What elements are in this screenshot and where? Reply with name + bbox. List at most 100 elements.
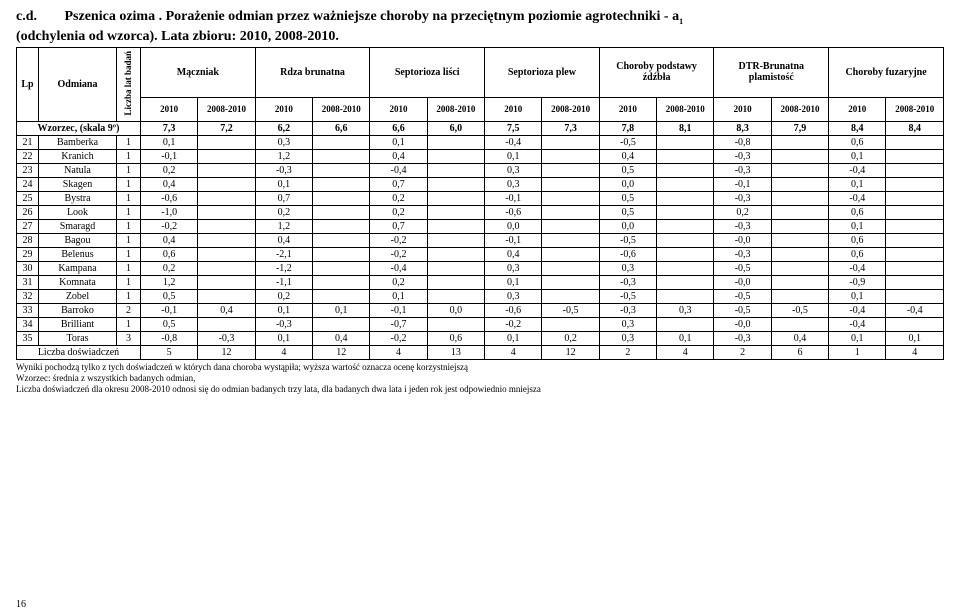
- cell-val-4: 0,1: [370, 136, 427, 150]
- footer-label: Liczba doświadczeń: [17, 346, 141, 360]
- cell-val-3: [313, 290, 370, 304]
- cell-lp: 25: [17, 192, 39, 206]
- wzorzec-val-4: 6,6: [370, 122, 427, 136]
- cell-val-7: [542, 164, 599, 178]
- cell-val-6: 0,1: [485, 276, 542, 290]
- cell-val-0: -0,1: [141, 150, 198, 164]
- cell-lat: 3: [117, 332, 141, 346]
- cell-val-2: 0,4: [255, 234, 312, 248]
- cell-val-4: -0,7: [370, 318, 427, 332]
- wzorzec-val-9: 8,1: [657, 122, 714, 136]
- cell-val-2: 1,2: [255, 150, 312, 164]
- header-group-2: Septorioza liści: [370, 47, 485, 97]
- cell-odmiana: Brilliant: [39, 318, 117, 332]
- cell-val-3: [313, 150, 370, 164]
- cell-val-3: [313, 178, 370, 192]
- cell-val-4: -0,1: [370, 304, 427, 318]
- cell-val-12: -0,4: [829, 164, 886, 178]
- cell-val-0: 0,1: [141, 136, 198, 150]
- cell-val-12: -0,4: [829, 262, 886, 276]
- cell-val-4: 0,7: [370, 220, 427, 234]
- cell-lat: 1: [117, 290, 141, 304]
- cell-val-7: [542, 206, 599, 220]
- header-group-6: Choroby fuzaryjne: [829, 47, 944, 97]
- subscript-1: 1: [679, 17, 683, 26]
- footer-val-8: 2: [599, 346, 656, 360]
- cell-val-13: [886, 234, 944, 248]
- footer-val-5: 13: [427, 346, 484, 360]
- cell-val-10: -0,0: [714, 318, 771, 332]
- cell-val-3: [313, 318, 370, 332]
- cell-lp: 34: [17, 318, 39, 332]
- cell-lp: 23: [17, 164, 39, 178]
- table-row: 29Belenus10,6-2,1-0,20,4-0,6-0,30,6: [17, 248, 944, 262]
- cell-odmiana: Toras: [39, 332, 117, 346]
- cell-val-5: 0,0: [427, 304, 484, 318]
- year-a-1: 2010: [255, 97, 312, 122]
- cell-val-8: 0,5: [599, 206, 656, 220]
- cell-val-13: [886, 276, 944, 290]
- cell-val-10: -0,5: [714, 262, 771, 276]
- year-b-0: 2008-2010: [198, 97, 255, 122]
- cell-val-9: [657, 150, 714, 164]
- cell-val-11: [771, 262, 828, 276]
- cell-val-11: [771, 248, 828, 262]
- footnote-line: Wzorzec: średnia z wszystkich badanych o…: [16, 373, 944, 384]
- table-row: 27Smaragd1-0,21,20,70,00,0-0,30,1: [17, 220, 944, 234]
- cell-val-10: -0,3: [714, 150, 771, 164]
- cell-odmiana: Bystra: [39, 192, 117, 206]
- cell-val-7: [542, 234, 599, 248]
- cell-val-7: [542, 178, 599, 192]
- cell-val-13: [886, 220, 944, 234]
- table-row: 33Barroko2-0,10,40,10,1-0,10,0-0,6-0,5-0…: [17, 304, 944, 318]
- year-a-4: 2010: [599, 97, 656, 122]
- cell-val-6: -0,2: [485, 318, 542, 332]
- data-table: Lp Odmiana Liczba lat badań Mączniak Rdz…: [16, 47, 944, 361]
- cell-odmiana: Zobel: [39, 290, 117, 304]
- cell-val-11: [771, 192, 828, 206]
- cell-val-12: 0,6: [829, 206, 886, 220]
- title-line1: c.d. Pszenica ozima . Porażenie odmian p…: [16, 8, 944, 27]
- cell-val-2: -0,3: [255, 164, 312, 178]
- cell-val-5: [427, 150, 484, 164]
- cell-val-2: 0,2: [255, 290, 312, 304]
- footer-val-12: 1: [829, 346, 886, 360]
- cell-val-0: -0,1: [141, 304, 198, 318]
- cell-val-12: -0,4: [829, 304, 886, 318]
- cell-val-10: -0,3: [714, 332, 771, 346]
- cell-val-11: [771, 234, 828, 248]
- cell-val-6: -0,1: [485, 192, 542, 206]
- cell-val-12: -0,9: [829, 276, 886, 290]
- cell-val-6: 0,3: [485, 178, 542, 192]
- footer-val-1: 12: [198, 346, 255, 360]
- cell-lp: 21: [17, 136, 39, 150]
- wzorzec-label: Wzorzec, (skala 9º): [17, 122, 141, 136]
- cell-val-0: 0,5: [141, 290, 198, 304]
- cell-val-1: [198, 164, 255, 178]
- cell-val-3: [313, 262, 370, 276]
- footnotes: Wyniki pochodzą tylko z tych doświadczeń…: [16, 362, 944, 394]
- cell-odmiana: Bagou: [39, 234, 117, 248]
- cell-val-3: [313, 136, 370, 150]
- cell-val-3: [313, 206, 370, 220]
- cell-val-11: [771, 276, 828, 290]
- cell-lp: 26: [17, 206, 39, 220]
- wzorzec-val-6: 7,5: [485, 122, 542, 136]
- cell-val-3: 0,4: [313, 332, 370, 346]
- cell-val-7: [542, 276, 599, 290]
- cell-val-7: [542, 290, 599, 304]
- cd-label: c.d.: [16, 9, 37, 24]
- cell-val-1: [198, 290, 255, 304]
- header-lp: Lp: [17, 47, 39, 122]
- footnote-line: Wyniki pochodzą tylko z tych doświadczeń…: [16, 362, 944, 373]
- cell-odmiana: Barroko: [39, 304, 117, 318]
- cell-val-3: [313, 220, 370, 234]
- footer-val-11: 6: [771, 346, 828, 360]
- cell-val-13: [886, 178, 944, 192]
- cell-val-4: 0,7: [370, 178, 427, 192]
- cell-val-9: [657, 318, 714, 332]
- cell-val-12: 0,1: [829, 332, 886, 346]
- cell-lp: 27: [17, 220, 39, 234]
- cell-val-10: -0,0: [714, 276, 771, 290]
- cell-val-8: -0,3: [599, 276, 656, 290]
